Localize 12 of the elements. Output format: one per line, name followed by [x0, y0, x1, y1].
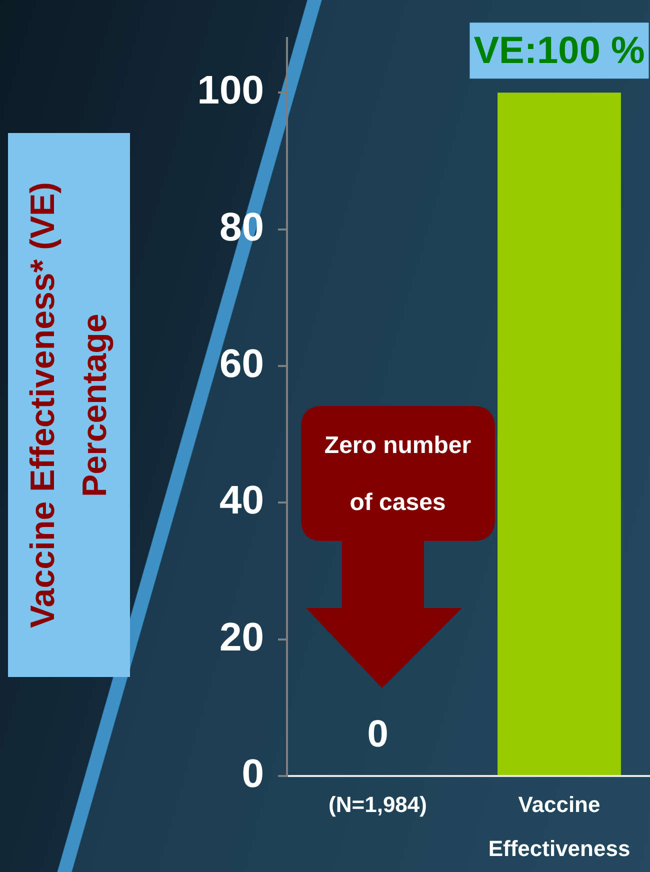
y-tick-label: 40: [220, 478, 264, 523]
x-tick-label: Vaccine Effectiveness: [488, 792, 630, 862]
y-tick-label: 0: [242, 752, 264, 796]
y-tick-label: 60: [220, 342, 264, 386]
data-label: VE:100 %: [474, 30, 645, 72]
y-tick-label: 100: [197, 68, 264, 113]
y-axis-title: Vaccine Effectiveness* (VE) Percentage: [23, 181, 115, 630]
text: Zero number of cases: [324, 432, 472, 516]
x-tick-label: (N=1,984): [328, 792, 427, 818]
data-label: 0: [367, 713, 388, 756]
y-tick-label: 20: [220, 615, 264, 660]
y-tick-label: 80: [220, 205, 264, 250]
